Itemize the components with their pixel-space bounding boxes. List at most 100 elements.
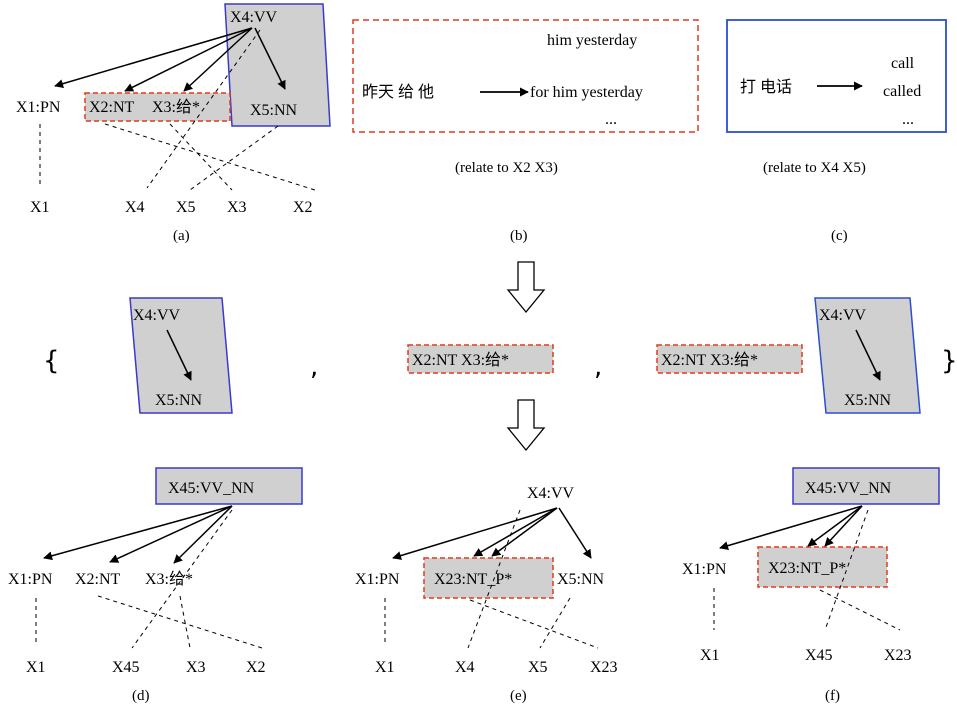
panel-e: X4:VV X1:PN X23:NT_P* X5:NN X1 X4 X5 X23… <box>355 485 618 704</box>
panel-f-merged: X23:NT_P* <box>768 560 846 577</box>
panel-f-arrow-x1 <box>719 505 863 551</box>
panel-b-option-1: him yesterday <box>547 32 637 49</box>
panel-c-option-3: ... <box>902 111 914 128</box>
panel-a-target-x4: X4 <box>125 199 145 216</box>
panel-b-source: 昨天 给 他 <box>362 83 434 101</box>
panel-a-x3gei: X3:给* <box>152 98 200 116</box>
panel-a-arrow-x1 <box>54 27 253 89</box>
panel-e-root: X4:VV <box>527 485 575 502</box>
panel-f-x1pn: X1:PN <box>682 561 727 578</box>
panel-a-caption: (a) <box>173 228 190 244</box>
panel-e-x5nn: X5:NN <box>557 571 605 588</box>
panel-a-align-x4 <box>146 29 261 189</box>
panel-d-arrow-x3 <box>173 505 233 564</box>
panel-a-root: X4:VV <box>230 9 278 26</box>
panel-c-caption: (c) <box>831 228 848 244</box>
panel-f-target-x45: X45 <box>805 647 833 664</box>
panel-d: X45:VV_NN X1:PN X2:NT X3:给* X1 X45 X3 X2… <box>8 467 303 704</box>
panel-a-x1pn: X1:PN <box>16 99 61 116</box>
panel-d-align-x3 <box>179 595 191 649</box>
panel-d-target-x2: X2 <box>246 659 266 676</box>
panel-c: 打 电话 call called ... (relate to X4 X5) (… <box>726 19 947 244</box>
panel-b: 昨天 给 他 him yesterday for him yesterday .… <box>352 19 699 244</box>
panel-e-target-x1: X1 <box>375 659 395 676</box>
panel-a-target-x2: X2 <box>293 199 313 216</box>
panel-d-x1pn: X1:PN <box>8 571 53 588</box>
panel-b-caption: (b) <box>510 228 528 244</box>
set-row: { } , , X4:VV X5:NN X2:NT X3:给* X2:NT X3… <box>43 297 957 414</box>
panel-d-arrow-x2 <box>109 505 233 563</box>
panel-d-target-x45: X45 <box>112 659 140 676</box>
panel-e-align-x5 <box>539 597 571 649</box>
panel-d-target-x1: X1 <box>26 659 46 676</box>
panel-e-x1pn: X1:PN <box>355 571 400 588</box>
panel-a-align-x3 <box>169 123 233 191</box>
panel-a-target-x1: X1 <box>30 199 50 216</box>
comma-2: , <box>594 352 602 382</box>
panel-f-root: X45:VV_NN <box>805 480 892 497</box>
panel-d-x2nt: X2:NT <box>75 571 121 588</box>
hollow-down-arrow-lower <box>506 399 546 452</box>
set-item-1-bottom: X5:NN <box>155 392 203 409</box>
set-item-3-left-label: X2:NT X3:给* <box>661 351 758 369</box>
panel-a-arrow-x3 <box>183 27 253 92</box>
panel-f-caption: (f) <box>825 688 840 704</box>
panel-e-merged: X23:NT_P* <box>434 571 512 588</box>
panel-c-source: 打 电话 <box>740 78 792 96</box>
close-brace: } <box>941 346 957 376</box>
panel-d-x3gei: X3:给* <box>145 570 193 588</box>
panel-e-target-x4: X4 <box>455 659 475 676</box>
panel-e-arrow-x1 <box>392 507 558 560</box>
panel-e-target-x23: X23 <box>590 659 618 676</box>
panel-a-arrow-x2 <box>124 27 253 92</box>
comma-1: , <box>310 352 318 382</box>
set-item-3-arrow <box>855 329 881 381</box>
panel-c-relate: (relate to X4 X5) <box>763 160 866 176</box>
panel-f-align-x23 <box>819 589 901 631</box>
set-item-1-box <box>129 297 233 414</box>
panel-a: X4:VV X1:PN X2:NT X3:给* X5:NN X1 X4 X5 X… <box>16 3 331 244</box>
panel-f-target-x23: X23 <box>884 647 912 664</box>
panel-a-nt-gei-box <box>84 92 231 122</box>
set-item-1-arrow <box>166 329 192 381</box>
panel-a-align-x2 <box>104 123 316 191</box>
panel-a-x2nt: X2:NT <box>89 99 135 116</box>
hollow-down-arrow-upper <box>506 261 546 314</box>
panel-d-root-box <box>155 467 303 505</box>
panel-e-target-x5: X5 <box>528 659 548 676</box>
set-item-1-top: X4:VV <box>133 307 181 324</box>
panel-e-merged-box <box>423 557 554 599</box>
panel-d-arrow-x1 <box>43 505 233 561</box>
panel-d-root: X45:VV_NN <box>168 480 255 497</box>
panel-d-caption: (d) <box>132 688 150 704</box>
panel-e-arrow-x5 <box>558 507 592 559</box>
open-brace: { <box>43 346 60 376</box>
panel-e-arrow-x23a <box>473 507 558 557</box>
panel-e-arrow-x23b <box>491 507 558 557</box>
set-item-3-bottom: X5:NN <box>844 392 892 409</box>
panel-e-align-x4 <box>467 509 521 649</box>
panel-f-root-box <box>792 467 940 505</box>
panel-c-option-2: called <box>883 83 921 100</box>
panel-f-arrow-x23b <box>824 505 863 547</box>
panel-b-relate: (relate to X2 X3) <box>455 160 558 176</box>
panel-f-target-x1: X1 <box>700 647 720 664</box>
set-item-3-top: X4:VV <box>819 307 867 324</box>
set-item-2-label: X2:NT X3:给* <box>412 351 509 369</box>
panel-f-merged-box <box>757 546 888 588</box>
panel-a-target-x3: X3 <box>227 199 247 216</box>
panel-a-target-x5: X5 <box>176 199 196 216</box>
panel-a-arrow-x5 <box>254 27 286 90</box>
panel-d-target-x3: X3 <box>186 659 206 676</box>
set-item-3-left-box <box>656 344 803 374</box>
panel-a-verb-group-box <box>224 3 331 127</box>
panel-a-x5nn: X5:NN <box>250 102 298 119</box>
panel-e-caption: (e) <box>510 688 527 704</box>
panel-b-option-2: for him yesterday <box>530 84 643 101</box>
panel-d-align-x2 <box>97 595 263 649</box>
panel-f-arrow-x23a <box>807 505 863 547</box>
panel-a-align-x5 <box>189 125 279 191</box>
set-item-2-box <box>407 344 554 374</box>
panel-c-box <box>726 19 947 133</box>
